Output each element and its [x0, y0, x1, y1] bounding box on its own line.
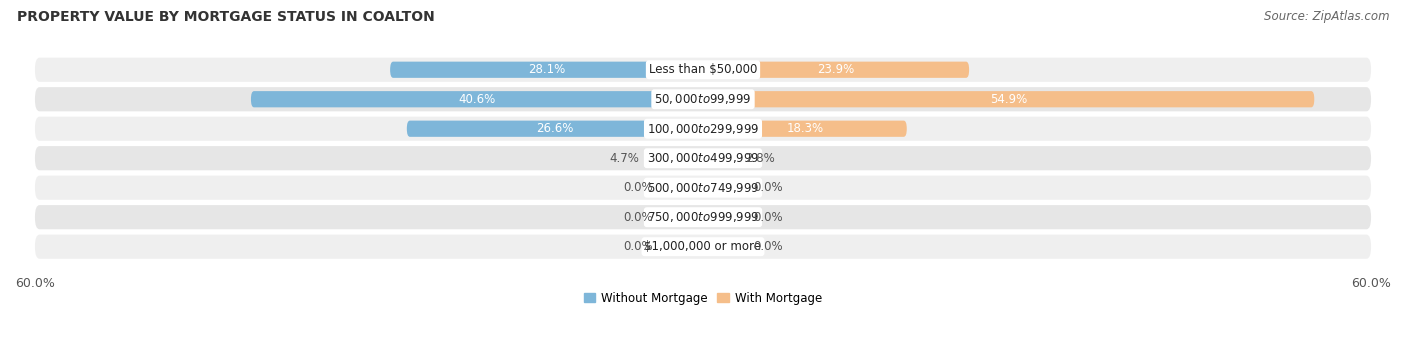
Text: PROPERTY VALUE BY MORTGAGE STATUS IN COALTON: PROPERTY VALUE BY MORTGAGE STATUS IN COA…: [17, 10, 434, 24]
Text: 54.9%: 54.9%: [990, 93, 1028, 106]
FancyBboxPatch shape: [35, 58, 1371, 82]
FancyBboxPatch shape: [406, 121, 703, 137]
FancyBboxPatch shape: [703, 121, 907, 137]
FancyBboxPatch shape: [35, 235, 1371, 259]
Text: 0.0%: 0.0%: [623, 181, 652, 194]
FancyBboxPatch shape: [35, 146, 1371, 170]
Text: Less than $50,000: Less than $50,000: [648, 63, 758, 76]
Text: 0.0%: 0.0%: [754, 211, 783, 224]
Text: 0.0%: 0.0%: [754, 240, 783, 253]
FancyBboxPatch shape: [703, 209, 742, 225]
Text: 2.8%: 2.8%: [745, 152, 775, 165]
Text: 28.1%: 28.1%: [527, 63, 565, 76]
FancyBboxPatch shape: [664, 239, 703, 255]
FancyBboxPatch shape: [35, 117, 1371, 141]
Text: $750,000 to $999,999: $750,000 to $999,999: [647, 210, 759, 224]
Text: 40.6%: 40.6%: [458, 93, 495, 106]
FancyBboxPatch shape: [664, 180, 703, 196]
FancyBboxPatch shape: [250, 91, 703, 107]
Legend: Without Mortgage, With Mortgage: Without Mortgage, With Mortgage: [579, 287, 827, 309]
Text: $50,000 to $99,999: $50,000 to $99,999: [654, 92, 752, 106]
Text: 0.0%: 0.0%: [623, 211, 652, 224]
FancyBboxPatch shape: [664, 209, 703, 225]
FancyBboxPatch shape: [389, 62, 703, 78]
FancyBboxPatch shape: [703, 180, 742, 196]
FancyBboxPatch shape: [35, 205, 1371, 229]
FancyBboxPatch shape: [703, 91, 1315, 107]
Text: 0.0%: 0.0%: [754, 181, 783, 194]
FancyBboxPatch shape: [703, 62, 969, 78]
Text: $300,000 to $499,999: $300,000 to $499,999: [647, 151, 759, 165]
Text: $500,000 to $749,999: $500,000 to $749,999: [647, 181, 759, 195]
FancyBboxPatch shape: [35, 87, 1371, 111]
Text: $1,000,000 or more: $1,000,000 or more: [644, 240, 762, 253]
FancyBboxPatch shape: [651, 150, 703, 166]
Text: Source: ZipAtlas.com: Source: ZipAtlas.com: [1264, 10, 1389, 23]
Text: $100,000 to $299,999: $100,000 to $299,999: [647, 122, 759, 136]
Text: 0.0%: 0.0%: [623, 240, 652, 253]
FancyBboxPatch shape: [703, 239, 742, 255]
Text: 4.7%: 4.7%: [610, 152, 640, 165]
Text: 23.9%: 23.9%: [817, 63, 855, 76]
Text: 18.3%: 18.3%: [786, 122, 824, 135]
Text: 26.6%: 26.6%: [536, 122, 574, 135]
FancyBboxPatch shape: [35, 176, 1371, 200]
FancyBboxPatch shape: [703, 150, 734, 166]
